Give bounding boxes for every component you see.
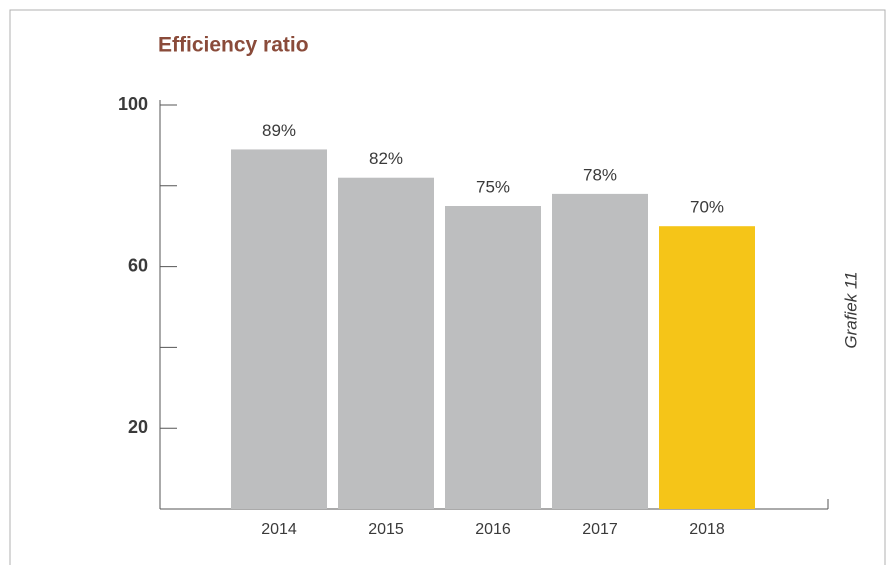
bar <box>338 177 434 509</box>
x-tick-label: 2014 <box>261 521 297 538</box>
value-label: 75% <box>476 177 510 196</box>
y-tick-label: 20 <box>128 417 148 437</box>
value-label: 89% <box>262 121 296 140</box>
bar <box>659 226 755 509</box>
value-label: 70% <box>690 198 724 217</box>
side-label: Grafiek 11 <box>841 271 860 348</box>
x-tick-label: 2016 <box>475 521 511 538</box>
y-tick-label: 60 <box>128 255 148 275</box>
bar <box>552 193 648 509</box>
y-tick-label: 100 <box>118 94 148 114</box>
bar <box>231 149 327 509</box>
bar <box>445 206 541 509</box>
x-tick-label: 2015 <box>368 521 404 538</box>
x-tick-label: 2018 <box>689 521 725 538</box>
value-label: 78% <box>583 165 617 184</box>
x-tick-label: 2017 <box>582 521 618 538</box>
frame <box>9 9 886 565</box>
chart-title: Efficiency ratio <box>158 34 309 57</box>
value-label: 82% <box>369 149 403 168</box>
